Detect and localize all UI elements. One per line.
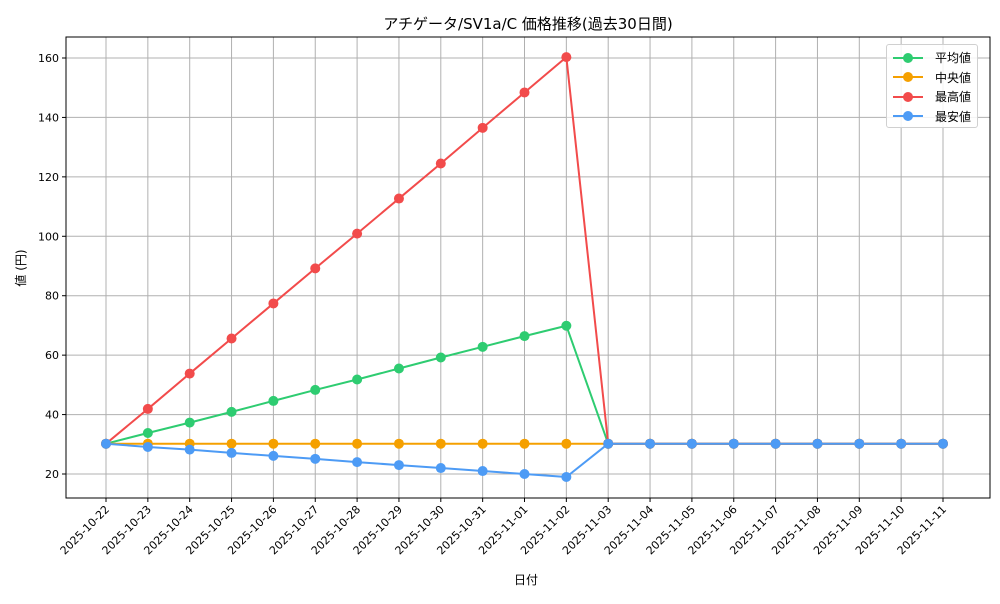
grid-lines [66, 37, 990, 498]
data-point-marker [645, 438, 656, 449]
y-tick-label: 120 [38, 171, 59, 184]
y-tick-label: 60 [45, 349, 59, 362]
data-point-marker [352, 438, 363, 449]
data-point-marker [268, 298, 279, 309]
data-point-marker [770, 438, 781, 449]
legend-item: 中央値 [893, 68, 971, 88]
data-point-marker [310, 384, 321, 395]
data-point-marker [393, 363, 404, 374]
data-point-marker [268, 450, 279, 461]
legend-item: 最高値 [893, 87, 971, 107]
y-tick-label: 100 [38, 230, 59, 243]
data-point-marker [477, 438, 488, 449]
y-axis: 20 40 60 80 100 120 140 160 [38, 52, 66, 481]
data-point-marker [477, 122, 488, 133]
legend-label: 中央値 [934, 70, 971, 85]
data-point-marker [310, 453, 321, 464]
data-point-marker [477, 341, 488, 352]
data-point-marker [142, 427, 153, 438]
data-point-marker [519, 87, 530, 98]
data-point-marker [561, 438, 572, 449]
legend-marker-icon [893, 52, 923, 63]
legend-label: 最高値 [934, 90, 971, 105]
data-point-marker [310, 438, 321, 449]
data-point-marker [352, 457, 363, 468]
y-axis-label: 値 (円) [13, 249, 28, 286]
data-point-marker [184, 417, 195, 428]
data-point-marker [603, 438, 614, 449]
legend-marker-icon [893, 111, 923, 122]
y-tick-label: 140 [38, 111, 59, 124]
data-point-marker [352, 374, 363, 385]
data-point-marker [519, 438, 530, 449]
legend-label: 平均値 [934, 51, 971, 66]
data-point-marker [477, 466, 488, 477]
data-point-marker [435, 438, 446, 449]
data-point-marker [393, 438, 404, 449]
legend-label: 最安値 [934, 109, 971, 124]
data-point-marker [519, 469, 530, 479]
x-axis-label: 日付 [514, 573, 538, 587]
data-point-marker [142, 441, 153, 452]
chart-title: アチゲータ/SV1a/C 価格推移(過去30日間) [383, 15, 672, 33]
data-point-marker [519, 331, 530, 342]
legend-item: 平均値 [893, 48, 971, 68]
series-lines [101, 52, 948, 482]
y-tick-label: 80 [45, 290, 59, 303]
data-point-marker [226, 447, 237, 458]
data-point-marker [226, 333, 237, 344]
x-axis: 2025-10-222025-10-232025-10-242025-10-25… [58, 498, 949, 557]
data-point-marker [561, 320, 572, 331]
data-point-marker [561, 52, 572, 63]
data-point-marker [226, 438, 237, 449]
y-tick-label: 160 [38, 52, 59, 65]
data-point-marker [184, 444, 195, 455]
data-point-marker [393, 460, 404, 471]
data-point-marker [435, 352, 446, 363]
data-point-marker [393, 193, 404, 204]
data-point-marker [184, 368, 195, 379]
data-point-marker [435, 158, 446, 169]
data-point-marker [268, 438, 279, 449]
data-point-marker [435, 463, 446, 474]
y-tick-label: 20 [45, 468, 59, 481]
data-point-marker [101, 438, 111, 449]
plot-frame [65, 36, 991, 499]
data-point-marker [268, 395, 279, 406]
data-point-marker [226, 406, 237, 417]
chart-legend: 平均値中央値最高値最安値 [886, 44, 978, 128]
data-point-marker [728, 438, 739, 449]
series-3 [101, 438, 948, 482]
data-point-marker [142, 403, 153, 414]
data-point-marker [352, 228, 363, 239]
data-point-marker [310, 263, 321, 274]
y-tick-label: 40 [45, 409, 59, 422]
data-point-marker [812, 438, 823, 449]
data-point-marker [854, 438, 865, 449]
data-point-marker [896, 438, 907, 449]
data-point-marker [938, 438, 948, 449]
legend-marker-icon [893, 72, 923, 83]
data-point-marker [561, 471, 572, 482]
legend-marker-icon [893, 91, 923, 102]
data-point-marker [686, 438, 697, 449]
legend-item: 最安値 [893, 107, 971, 127]
